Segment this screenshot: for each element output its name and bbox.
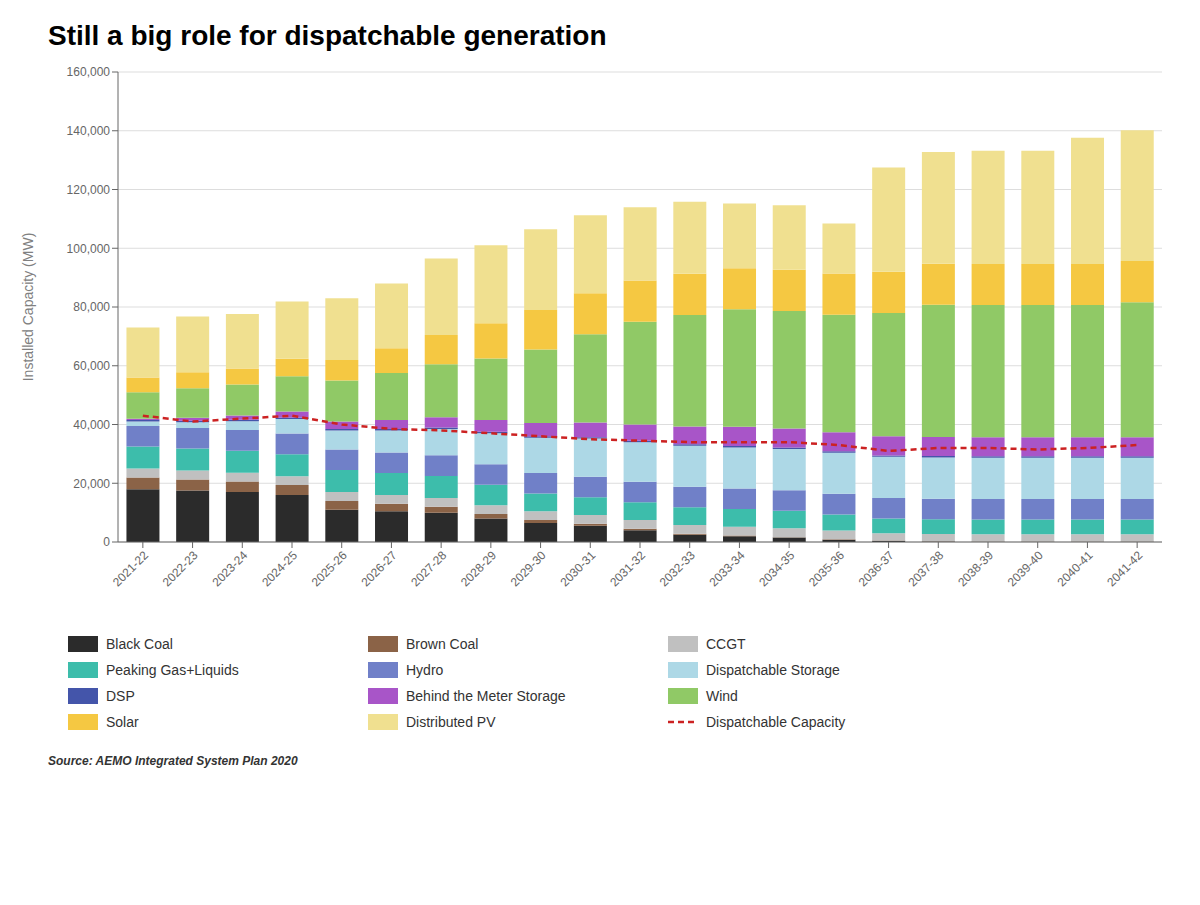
html-text:Dispatchable Capacity: Dispatchable Capacity <box>706 714 846 730</box>
html-text:Still a big role for dispatcha: Still a big role for dispatchable genera… <box>48 20 607 51</box>
svg-text:20,000: 20,000 <box>73 477 110 491</box>
svg-text:2027-28: 2027-28 <box>408 548 449 589</box>
svg-text:60,000: 60,000 <box>73 359 110 373</box>
svg-text:2026-27: 2026-27 <box>359 548 400 589</box>
svg-text:2038-39: 2038-39 <box>955 548 996 589</box>
html-text:CCGT: CCGT <box>706 636 746 652</box>
svg-text:2033-34: 2033-34 <box>707 548 748 589</box>
svg-text:Installed Capacity (MW): Installed Capacity (MW) <box>20 233 36 382</box>
svg-text:2040-41: 2040-41 <box>1055 548 1096 589</box>
html-text:Dispatchable Storage: Dispatchable Storage <box>706 662 840 678</box>
svg-text:2036-37: 2036-37 <box>856 548 897 589</box>
svg-text:2041-42: 2041-42 <box>1104 548 1145 589</box>
svg-text:2024-25: 2024-25 <box>259 548 300 589</box>
html-text:Wind: Wind <box>706 688 738 704</box>
svg-text:0: 0 <box>103 535 110 549</box>
svg-text:140,000: 140,000 <box>67 124 111 138</box>
html-text:Black Coal: Black Coal <box>106 636 173 652</box>
svg-text:120,000: 120,000 <box>67 183 111 197</box>
svg-text:2034-35: 2034-35 <box>756 548 797 589</box>
svg-text:160,000: 160,000 <box>67 65 111 79</box>
svg-text:80,000: 80,000 <box>73 300 110 314</box>
svg-text:2025-26: 2025-26 <box>309 548 350 589</box>
svg-text:2030-31: 2030-31 <box>557 548 598 589</box>
svg-text:2022-23: 2022-23 <box>160 548 201 589</box>
svg-text:2028-29: 2028-29 <box>458 548 499 589</box>
html-text:Peaking Gas+Liquids: Peaking Gas+Liquids <box>106 662 239 678</box>
html-text:Behind the Meter Storage: Behind the Meter Storage <box>406 688 566 704</box>
svg-text:2021-22: 2021-22 <box>110 548 151 589</box>
svg-text:2037-38: 2037-38 <box>905 548 946 589</box>
html-text:Distributed PV: Distributed PV <box>406 714 496 730</box>
html-text:Hydro: Hydro <box>406 662 444 678</box>
svg-text:2031-32: 2031-32 <box>607 548 648 589</box>
svg-text:2035-36: 2035-36 <box>806 548 847 589</box>
svg-text:2039-40: 2039-40 <box>1005 548 1046 589</box>
svg-text:2029-30: 2029-30 <box>508 548 549 589</box>
html-text:Source: AEMO Integrated System: Source: AEMO Integrated System Plan 2020 <box>48 754 298 768</box>
html-text:DSP: DSP <box>106 688 135 704</box>
svg-text:40,000: 40,000 <box>73 418 110 432</box>
svg-text:2032-33: 2032-33 <box>657 548 698 589</box>
html-text:Brown Coal: Brown Coal <box>406 636 479 652</box>
html-text:Solar: Solar <box>106 714 139 730</box>
svg-text:100,000: 100,000 <box>67 242 111 256</box>
svg-text:2023-24: 2023-24 <box>209 548 250 589</box>
